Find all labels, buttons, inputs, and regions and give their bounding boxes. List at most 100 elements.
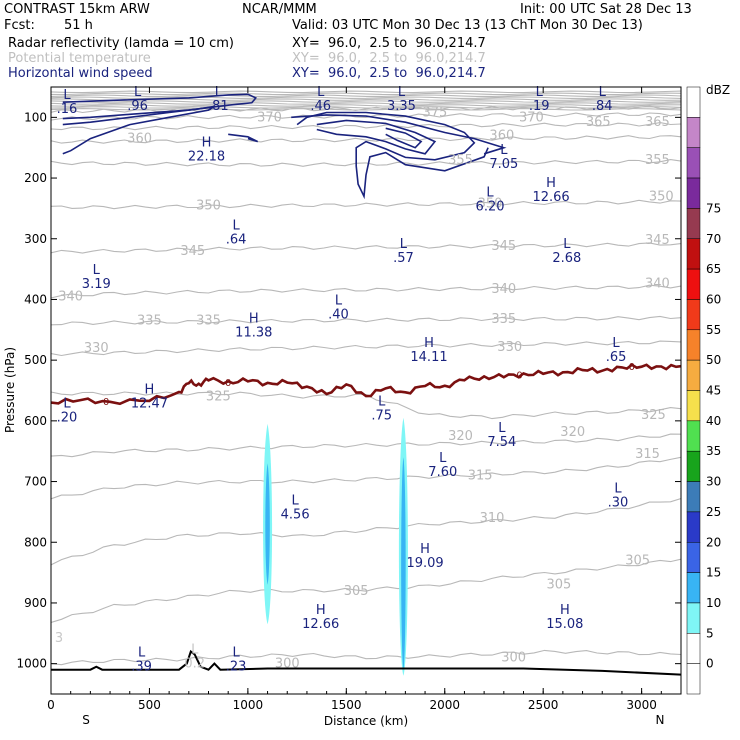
y-tick-label: 400 <box>24 292 47 306</box>
field-reflectivity: Radar reflectivity (lamda = 10 cm) <box>8 36 234 51</box>
colorbar-label: 20 <box>706 535 721 549</box>
theta-contour-365 <box>51 122 681 131</box>
wind-extremum-value: 12.66 <box>532 190 569 205</box>
wind-extremum-value: .65 <box>606 350 627 365</box>
wind-extremum-value: 14.11 <box>410 350 447 365</box>
wind-extremum-type: L <box>599 85 607 100</box>
colorbar-label: 10 <box>706 596 721 610</box>
theta-label: 355 <box>448 153 473 168</box>
theta-contour-335 <box>51 315 681 326</box>
org-label: NCAR/MMM <box>242 2 317 17</box>
theta-label: 305 <box>547 578 572 593</box>
colorbar-swatch <box>686 511 701 543</box>
colorbar-swatch <box>686 238 701 270</box>
theta-contour-upper <box>51 104 681 107</box>
theta-label: 320 <box>448 429 473 444</box>
theta-contour-300 <box>51 649 681 666</box>
theta-label: 325 <box>206 390 231 405</box>
x-tick-label: 0 <box>47 698 55 712</box>
init-time: Init: 00 UTC Sat 28 Dec 13 <box>520 2 692 17</box>
xy-theta: XY= 96.0, 2.5 to 96.0,214.7 <box>292 51 486 66</box>
colorbar-swatch <box>686 268 701 300</box>
wind-extremum-value: 12.66 <box>302 617 339 632</box>
fcst-value: 51 h <box>64 18 93 33</box>
x-tick-label: 1000 <box>233 698 264 712</box>
wind-extremum-type: L <box>134 85 142 100</box>
x-tick-label: 500 <box>138 698 161 712</box>
wind-extremum-type: H <box>145 383 155 398</box>
colorbar-swatch <box>686 633 701 664</box>
wind-extremum-value: 3.35 <box>387 99 416 114</box>
freezing-level-label: 0 <box>516 370 522 381</box>
colorbar-label: 45 <box>706 384 721 398</box>
wind-extremum-value: .81 <box>208 99 229 114</box>
wind-extremum-type: L <box>500 143 508 158</box>
wind-extremum-value: 7.60 <box>428 465 457 480</box>
wind-extremum-type: L <box>138 645 146 660</box>
terrain-line <box>51 649 681 676</box>
wind-speed-contour <box>385 127 423 149</box>
theta-label: 335 <box>491 312 516 327</box>
wind-extremum-value: .19 <box>529 99 550 114</box>
wind-speed-contour <box>316 119 437 155</box>
theta-label: 350 <box>649 189 674 204</box>
theta-label: 315 <box>635 447 660 462</box>
colorbar-swatch <box>686 481 701 513</box>
theta-label: 305 <box>625 553 650 568</box>
xy-wind: XY= 96.0, 2.5 to 96.0,214.7 <box>292 66 486 81</box>
colorbar-label: 50 <box>706 353 721 367</box>
field-theta: Potential temperature <box>8 51 151 66</box>
theta-label: 360 <box>127 132 152 147</box>
colorbar-label: 65 <box>706 262 721 276</box>
x-axis-label: Distance (km) <box>324 714 408 728</box>
theta-label: 310 <box>480 511 505 526</box>
x-end-label-south: S <box>82 713 90 727</box>
reflectivity-column-core <box>401 457 406 670</box>
colorbar-label: 30 <box>706 475 721 489</box>
y-tick-label: 200 <box>24 171 47 185</box>
theta-label: 330 <box>497 340 522 355</box>
x-tick-label: 2000 <box>429 698 460 712</box>
colorbar-swatch <box>686 572 701 604</box>
wind-extremum-type: L <box>63 88 71 103</box>
wind-extremum-value: 7.05 <box>489 157 518 172</box>
wind-extremum-type: L <box>317 85 325 100</box>
theta-contour-upper <box>51 96 681 99</box>
wind-extremum-value: 22.18 <box>188 149 225 164</box>
theta-contour-355 <box>51 159 681 167</box>
theta-contour-315 <box>51 456 681 500</box>
wind-extremum-type: L <box>63 396 71 411</box>
theta-label: 340 <box>645 277 670 292</box>
theta-label: 345 <box>180 244 205 259</box>
wind-extremum-value-gray: 3 <box>55 631 63 646</box>
y-tick-label: 900 <box>24 596 47 610</box>
theta-contour-upper <box>51 92 681 96</box>
x-tick-label: 2500 <box>528 698 559 712</box>
wind-extremum-type: H <box>249 312 259 327</box>
wind-speed-contour <box>62 93 258 120</box>
theta-contour-305 <box>51 558 681 624</box>
theta-label: 365 <box>586 115 611 130</box>
wind-extremum-type: H <box>420 542 430 557</box>
theta-label: 350 <box>196 198 221 213</box>
theta-label: 360 <box>489 129 514 144</box>
theta-label: 365 <box>645 115 670 130</box>
colorbar-label: 0 <box>706 657 714 671</box>
theta-label: 305 <box>344 584 369 599</box>
wind-extremum-value: 15.08 <box>546 617 583 632</box>
colorbar-label: 35 <box>706 444 721 458</box>
wind-extremum-type: L <box>486 185 494 200</box>
wind-extremum-type: L <box>378 395 386 410</box>
wind-extremum-value: 6.20 <box>476 199 505 214</box>
colorbar-swatch <box>686 663 701 695</box>
theta-label: 325 <box>641 408 666 423</box>
wind-extremum-value: .16 <box>57 102 78 117</box>
theta-label: 370 <box>257 110 282 125</box>
y-tick-label: 100 <box>24 110 47 124</box>
theta-contour-upper <box>51 100 681 103</box>
theta-contour-345 <box>51 242 681 254</box>
colorbar-swatch <box>686 390 701 422</box>
theta-contour-upper <box>51 102 681 105</box>
wind-extremum-value: .84 <box>592 99 613 114</box>
wind-extremum-value: .39 <box>131 659 152 674</box>
